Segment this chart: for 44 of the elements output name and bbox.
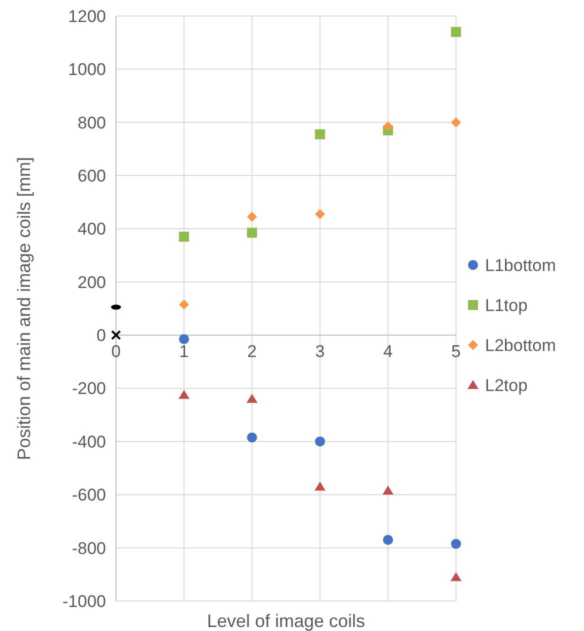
point — [383, 534, 393, 545]
y-tick-label: -200 — [72, 379, 106, 398]
x-tick-label: 5 — [451, 342, 461, 362]
y-tick-label: -1000 — [62, 592, 106, 611]
point — [111, 330, 121, 340]
point — [179, 334, 189, 344]
y-tick-label: -800 — [72, 538, 106, 558]
legend-label: L1bottom — [485, 256, 556, 275]
point — [178, 390, 190, 399]
x-tick-label: 2 — [247, 342, 257, 362]
y-tick-label: -400 — [72, 432, 106, 452]
y-tick-label: 200 — [78, 272, 106, 292]
point — [451, 538, 461, 549]
point — [247, 432, 257, 442]
point — [450, 572, 462, 582]
point — [179, 232, 189, 242]
x-tick-label: 4 — [383, 342, 393, 362]
point — [315, 209, 325, 220]
y-tick-label: 400 — [78, 220, 106, 239]
legend-label: L2top — [485, 376, 528, 395]
point — [246, 394, 258, 403]
point — [315, 436, 325, 446]
x-tick-label: 1 — [179, 342, 189, 362]
point — [247, 212, 257, 222]
legend-label: L2bottom — [485, 336, 556, 355]
point — [451, 117, 461, 128]
point — [382, 486, 394, 495]
point — [315, 129, 325, 140]
y-tick-label: 1200 — [68, 6, 106, 26]
legend-label: L1top — [485, 296, 528, 315]
x-tick-label: 3 — [315, 342, 325, 362]
point — [314, 482, 326, 491]
x-axis-title: Level of image coils — [206, 611, 366, 631]
point — [247, 228, 257, 238]
point — [451, 26, 461, 37]
point — [179, 300, 189, 310]
y-axis-title: Position of main and image coils [mm] — [14, 156, 34, 460]
y-tick-label: -600 — [72, 486, 106, 505]
y-tick-label: 600 — [78, 166, 106, 186]
y-tick-label: 800 — [78, 113, 106, 132]
x-tick-label: 0 — [111, 342, 121, 362]
y-tick-label: 1000 — [68, 60, 106, 80]
y-tick-label: 0 — [96, 326, 106, 346]
point — [383, 121, 393, 132]
